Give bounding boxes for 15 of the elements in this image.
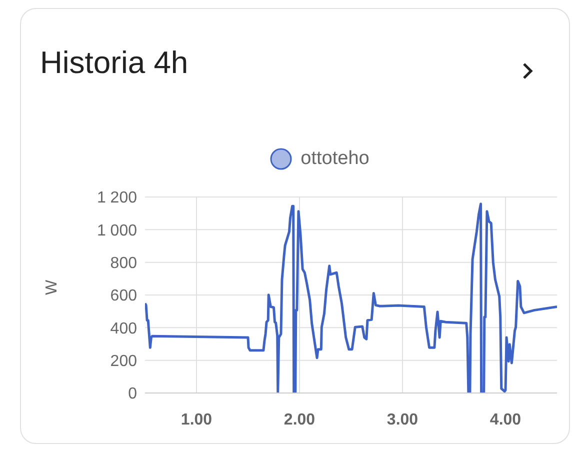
y-tick-label: 800 (110, 255, 138, 272)
y-tick-label: 1 000 (96, 222, 138, 240)
x-tick-label: 3.00 (386, 411, 418, 428)
x-tick-label: 1.00 (180, 411, 212, 428)
legend-label: ottoteho (300, 148, 370, 170)
y-axis-title: W (44, 279, 61, 295)
line-series (145, 202, 557, 393)
y-tick-label: 0 (128, 386, 138, 403)
x-tick-label: 4.00 (490, 411, 522, 428)
y-tick-label: 1 200 (96, 190, 138, 207)
y-tick-label: 200 (110, 353, 138, 370)
y-tick-label: 600 (110, 288, 138, 305)
x-tick-label: 2.00 (284, 411, 316, 428)
chart-title: Historia 4h (40, 45, 188, 81)
y-tick-label: 400 (110, 320, 138, 338)
